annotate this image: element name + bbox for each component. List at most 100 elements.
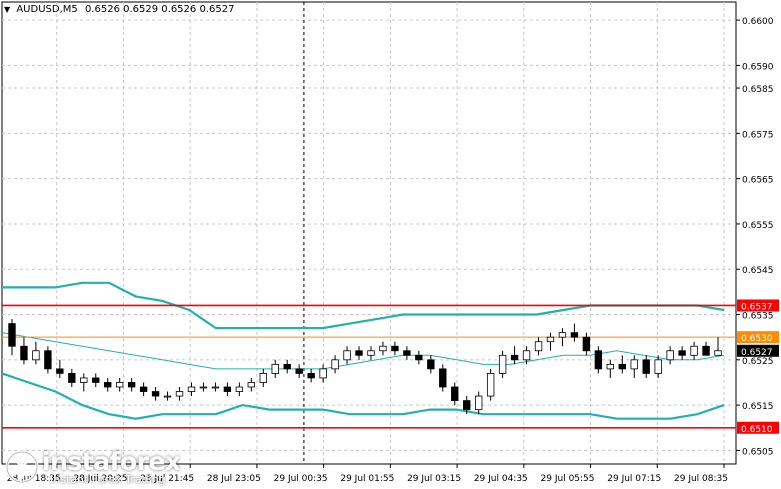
x-tick-label: 29 Jul 01:55 <box>340 474 394 484</box>
candle-body <box>582 336 591 352</box>
x-tick-label: 29 Jul 03:15 <box>407 474 461 484</box>
candle-body <box>630 359 638 370</box>
candle-body <box>654 359 662 374</box>
candle-body <box>68 373 76 383</box>
y-tick-label: 0.6590 <box>742 62 774 72</box>
candle-body <box>463 400 471 411</box>
y-tick-label: 0.6545 <box>742 266 774 276</box>
candle-body <box>343 350 351 361</box>
candle-body <box>355 350 363 356</box>
candle-body <box>498 354 507 374</box>
candle-body <box>546 336 555 343</box>
candle-body <box>187 386 196 392</box>
current-price-label: 0.6527 <box>741 348 773 358</box>
candle-body <box>56 368 64 374</box>
current-price-badge <box>737 344 779 357</box>
y-tick-label: 0.6565 <box>742 176 774 186</box>
candle-body <box>427 359 435 370</box>
candle-body <box>367 350 375 356</box>
candle-body <box>295 368 303 374</box>
y-tick-label: 0.6535 <box>742 312 774 322</box>
candle-body <box>247 382 256 388</box>
candle-body <box>379 345 387 352</box>
x-tick-label: 28 Jul 18:35 <box>7 474 61 484</box>
candle-body <box>199 386 208 389</box>
instaforex-watermark: instaforex Instant Forex Trading <box>4 446 182 487</box>
y-tick-label: 0.6555 <box>742 221 774 231</box>
level-badge-label: 0.6530 <box>741 334 773 344</box>
x-tick-label: 29 Jul 08:35 <box>674 474 728 484</box>
candle-body <box>594 350 603 370</box>
candle-body <box>151 391 160 397</box>
level-badge-0.6510 <box>737 421 779 434</box>
candle-body <box>391 345 399 352</box>
candle-body <box>486 373 495 397</box>
candle-body <box>80 377 88 383</box>
level-badge-0.6530 <box>737 331 779 344</box>
candle-body <box>139 386 148 392</box>
x-tick-label: 28 Jul 21:45 <box>140 474 194 484</box>
level-badge-0.6537 <box>737 299 779 312</box>
ohlc-values: 0.6526 0.6529 0.6526 0.6527 <box>84 4 235 15</box>
level-badge-label: 0.6537 <box>741 302 773 312</box>
candle-body <box>510 354 519 361</box>
candle-body <box>439 368 447 388</box>
candle-body <box>175 391 184 397</box>
candle-body <box>259 373 267 383</box>
candle-body <box>415 354 423 361</box>
candle-body <box>606 363 615 370</box>
instaforex-logo-icon <box>5 450 39 484</box>
candle-body <box>92 377 100 383</box>
candle-body <box>714 350 722 356</box>
y-tick-label: 0.6585 <box>742 85 774 95</box>
candle-body <box>474 395 483 411</box>
symbol-label: AUDUSD,M5 <box>16 4 78 15</box>
candle-body <box>642 359 650 374</box>
candle-body <box>319 368 327 379</box>
level-badge-label: 0.6510 <box>741 425 773 435</box>
candle-body <box>451 386 459 401</box>
watermark-brand: instaforex <box>42 447 181 476</box>
candle-body <box>271 363 279 374</box>
candle-body <box>570 332 579 338</box>
candle-body <box>702 345 710 356</box>
candle-body <box>127 382 136 388</box>
candle-body <box>163 395 172 398</box>
candle-body <box>211 386 220 389</box>
x-tick-label: 28 Jul 23:05 <box>207 474 261 484</box>
y-tick-label: 0.6525 <box>742 357 774 367</box>
candle-body <box>283 363 291 370</box>
candle-body <box>104 382 112 388</box>
collapse-triangle-icon[interactable]: ▼ <box>4 5 11 14</box>
candle-body <box>235 386 244 392</box>
x-tick-label: 29 Jul 04:35 <box>474 474 528 484</box>
candle-body <box>403 350 411 356</box>
candle-body <box>534 341 543 352</box>
y-tick-label: 0.6575 <box>742 130 774 140</box>
candle-body <box>331 359 339 370</box>
candle-body <box>690 345 698 356</box>
candle-body <box>558 332 567 338</box>
plot-area <box>1 1 737 465</box>
y-tick-label: 0.6600 <box>742 17 774 27</box>
bollinger-middle-line <box>1 332 725 370</box>
candle-body <box>666 350 674 361</box>
candle-body <box>223 386 232 392</box>
symbol-header: ▼ AUDUSD,M5 0.6526 0.6529 0.6526 0.6527 <box>4 4 234 15</box>
candle-body <box>522 350 531 361</box>
candle-body <box>678 350 686 356</box>
watermark-tagline: Instant Forex Trading <box>50 473 166 486</box>
x-tick-label: 29 Jul 05:55 <box>541 474 595 484</box>
candle-body <box>44 350 52 370</box>
y-tick-label: 0.6515 <box>742 402 774 412</box>
x-tick-label: 29 Jul 00:35 <box>274 474 328 484</box>
x-tick-label: 28 Jul 20:25 <box>73 474 127 484</box>
candle-body <box>20 345 28 361</box>
bollinger-lower-line <box>1 372 725 420</box>
candle-body <box>32 350 40 361</box>
candle-body <box>307 373 315 379</box>
candle-body <box>8 323 16 347</box>
candle-body <box>618 363 626 370</box>
